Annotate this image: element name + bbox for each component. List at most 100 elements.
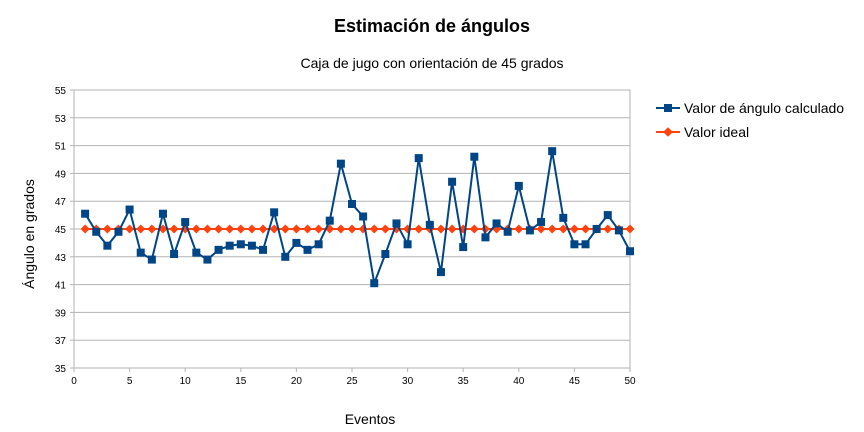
data-point xyxy=(303,245,312,254)
data-point xyxy=(481,233,490,242)
y-tick-label: 45 xyxy=(55,225,67,236)
data-point xyxy=(380,224,390,234)
data-point xyxy=(314,240,323,249)
x-tick-label: 10 xyxy=(180,376,192,387)
x-axis-label: Eventos xyxy=(344,411,396,427)
data-point xyxy=(269,224,279,234)
x-tick-label: 45 xyxy=(569,376,581,387)
data-point xyxy=(170,250,179,259)
data-point xyxy=(381,250,390,259)
data-point xyxy=(125,205,134,214)
data-point xyxy=(581,224,591,234)
data-point xyxy=(547,224,557,234)
data-point xyxy=(147,255,156,264)
data-point xyxy=(592,225,601,233)
data-point xyxy=(570,240,579,249)
x-tick-label: 15 xyxy=(235,376,247,387)
data-point xyxy=(448,177,457,186)
y-tick-label: 55 xyxy=(55,86,67,97)
data-point xyxy=(247,224,257,234)
data-point xyxy=(214,224,224,234)
y-tick-label: 53 xyxy=(55,114,67,125)
data-point xyxy=(303,224,313,234)
data-point xyxy=(348,199,356,208)
y-axis-label: Ángulo en grados xyxy=(21,179,37,289)
data-point xyxy=(247,241,256,250)
data-point xyxy=(603,224,613,234)
chart-title: Estimación de ángulos xyxy=(333,16,531,36)
data-point xyxy=(103,241,112,250)
data-point xyxy=(292,238,301,247)
data-point xyxy=(459,243,468,252)
y-tick-label: 47 xyxy=(55,197,67,208)
data-point xyxy=(626,247,634,256)
legend-label-ideal: Valor ideal xyxy=(684,124,750,140)
y-tick-label: 41 xyxy=(55,281,67,292)
series-valor-calculado xyxy=(81,147,634,288)
legend: Valor de ángulo calculado Valor ideal xyxy=(656,96,844,144)
legend-swatch-calculado xyxy=(656,102,680,114)
data-point xyxy=(370,279,379,288)
data-point xyxy=(314,224,324,234)
x-tick-label: 20 xyxy=(291,376,303,387)
data-point xyxy=(581,240,590,249)
data-point xyxy=(225,224,235,234)
x-tick-label: 35 xyxy=(458,376,470,387)
data-point xyxy=(181,218,190,227)
y-tick-label: 35 xyxy=(55,364,67,375)
data-point xyxy=(225,241,234,250)
data-point xyxy=(392,219,401,228)
data-point xyxy=(169,224,179,234)
y-tick-label: 37 xyxy=(55,336,67,347)
legend-item-ideal: Valor ideal xyxy=(656,120,844,144)
data-point xyxy=(403,240,412,249)
data-point xyxy=(559,213,568,222)
data-point xyxy=(558,224,568,234)
x-tick-label: 30 xyxy=(402,376,414,387)
data-point xyxy=(325,216,334,225)
data-point xyxy=(503,227,512,236)
legend-item-calculado: Valor de ángulo calculado xyxy=(656,96,844,120)
data-point xyxy=(536,224,546,234)
data-point xyxy=(625,224,635,234)
data-point xyxy=(270,208,279,217)
data-point xyxy=(291,224,301,234)
data-point xyxy=(280,224,290,234)
data-point xyxy=(259,245,268,254)
data-point xyxy=(203,255,212,264)
data-point xyxy=(81,209,90,218)
x-tick-label: 25 xyxy=(346,376,358,387)
data-point xyxy=(514,224,524,234)
data-point xyxy=(114,227,123,236)
data-point xyxy=(258,224,268,234)
data-point xyxy=(436,224,446,234)
data-point xyxy=(470,152,479,161)
chart-subtitle: Caja de jugo con orientación de 45 grado… xyxy=(300,55,564,71)
x-tick-label: 40 xyxy=(513,376,525,387)
data-point xyxy=(236,224,246,234)
data-point xyxy=(147,224,157,234)
data-point xyxy=(281,252,290,261)
data-point xyxy=(214,245,223,254)
data-point xyxy=(92,227,101,236)
data-point xyxy=(369,224,379,234)
legend-label-calculado: Valor de ángulo calculado xyxy=(684,100,845,116)
data-point xyxy=(425,220,434,229)
data-point xyxy=(359,212,368,221)
data-point xyxy=(102,224,112,234)
data-point xyxy=(603,211,612,220)
data-point xyxy=(202,224,212,234)
data-point xyxy=(136,248,145,257)
data-point xyxy=(447,224,457,234)
data-point xyxy=(537,218,546,227)
data-point xyxy=(514,181,523,190)
y-tick-label: 51 xyxy=(55,142,67,153)
data-point xyxy=(436,268,445,277)
x-tick-label: 50 xyxy=(624,376,636,387)
data-point xyxy=(548,147,557,156)
data-point xyxy=(525,226,534,235)
y-tick-label: 39 xyxy=(55,308,67,319)
data-point xyxy=(569,224,579,234)
tick-labels: 35 37 39 41 43 45 47 49 51 53 55 0 5 10 15 20 25 30 35 40 45… xyxy=(55,86,636,387)
